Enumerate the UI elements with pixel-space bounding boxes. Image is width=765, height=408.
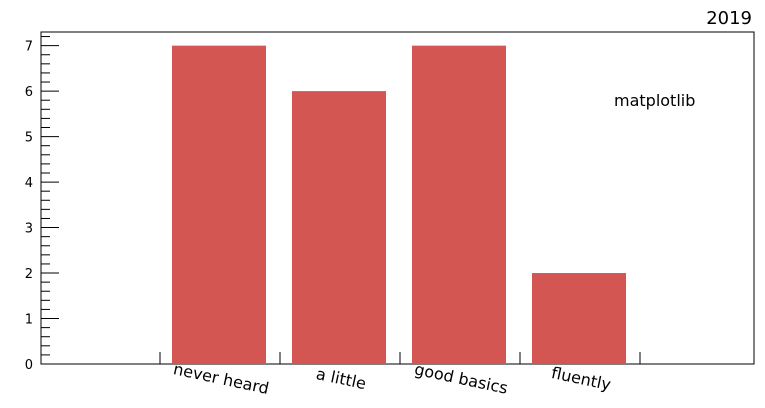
bars-group — [172, 45, 626, 365]
y-tick-label: 3 — [25, 222, 33, 237]
y-axis: 0 1 2 3 4 5 6 7 — [25, 36, 59, 373]
category-label: a little — [314, 364, 367, 393]
category-label: fluently — [550, 363, 613, 394]
y-tick-label: 5 — [25, 131, 33, 146]
y-tick-label: 1 — [25, 313, 33, 328]
bar — [172, 45, 266, 365]
y-tick-label: 7 — [25, 40, 33, 55]
bar — [532, 273, 626, 364]
annotation-label: matplotlib — [614, 91, 695, 110]
year-label: 2019 — [706, 8, 752, 29]
y-tick-label: 6 — [25, 85, 33, 100]
x-axis — [159, 352, 641, 364]
y-tick-label: 2 — [25, 267, 33, 282]
category-label: never heard — [172, 359, 271, 398]
bar — [292, 91, 386, 364]
y-tick-label: 4 — [25, 176, 33, 191]
bar — [412, 45, 506, 365]
category-label: good basics — [413, 359, 510, 397]
y-tick-label: 0 — [25, 358, 33, 373]
plot-frame — [40, 31, 755, 365]
category-labels: never heard a little good basics fluently — [172, 359, 613, 398]
